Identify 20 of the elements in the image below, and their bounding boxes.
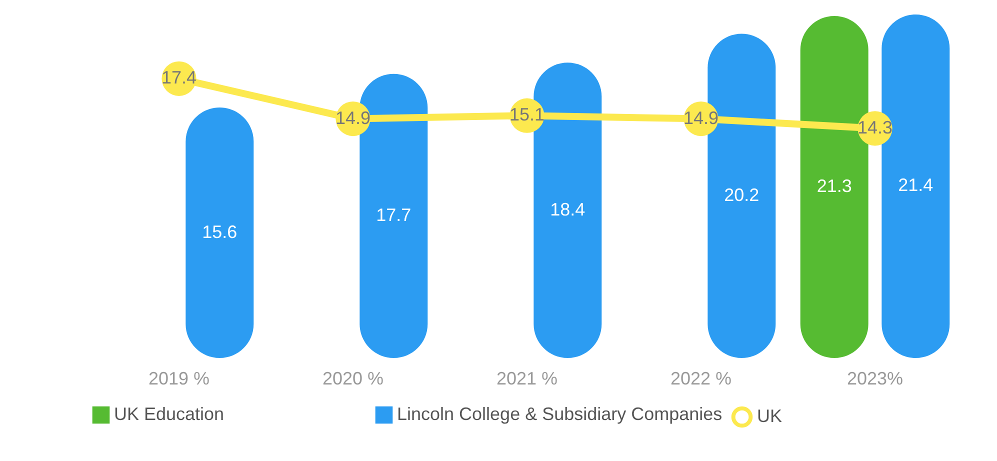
data-label: 17.7 <box>376 204 412 225</box>
data-label: 15.1 <box>509 104 545 125</box>
data-label: 21.4 <box>898 175 934 196</box>
data-label: 14.9 <box>683 108 719 128</box>
data-label: 14.3 <box>857 117 893 138</box>
x-tick-label: 2023% <box>846 368 904 388</box>
x-tick-label: 2021 % <box>496 368 558 388</box>
legend-label: Lincoln College & Subsidiary Companies <box>397 404 722 424</box>
data-label: 17.4 <box>161 68 197 88</box>
data-label: 15.6 <box>202 222 238 242</box>
data-label: 18.4 <box>550 199 586 220</box>
data-label: 21.3 <box>816 176 852 196</box>
bar <box>186 108 254 358</box>
x-tick-label: 2019 % <box>148 368 210 388</box>
x-tick-label: 2020 % <box>322 368 384 388</box>
legend-label: UK Education <box>114 404 224 424</box>
x-tick-label: 2022 % <box>670 368 732 388</box>
legend-label: UK <box>757 406 782 426</box>
data-label: 14.9 <box>335 108 371 128</box>
data-label: 20.2 <box>724 184 760 205</box>
